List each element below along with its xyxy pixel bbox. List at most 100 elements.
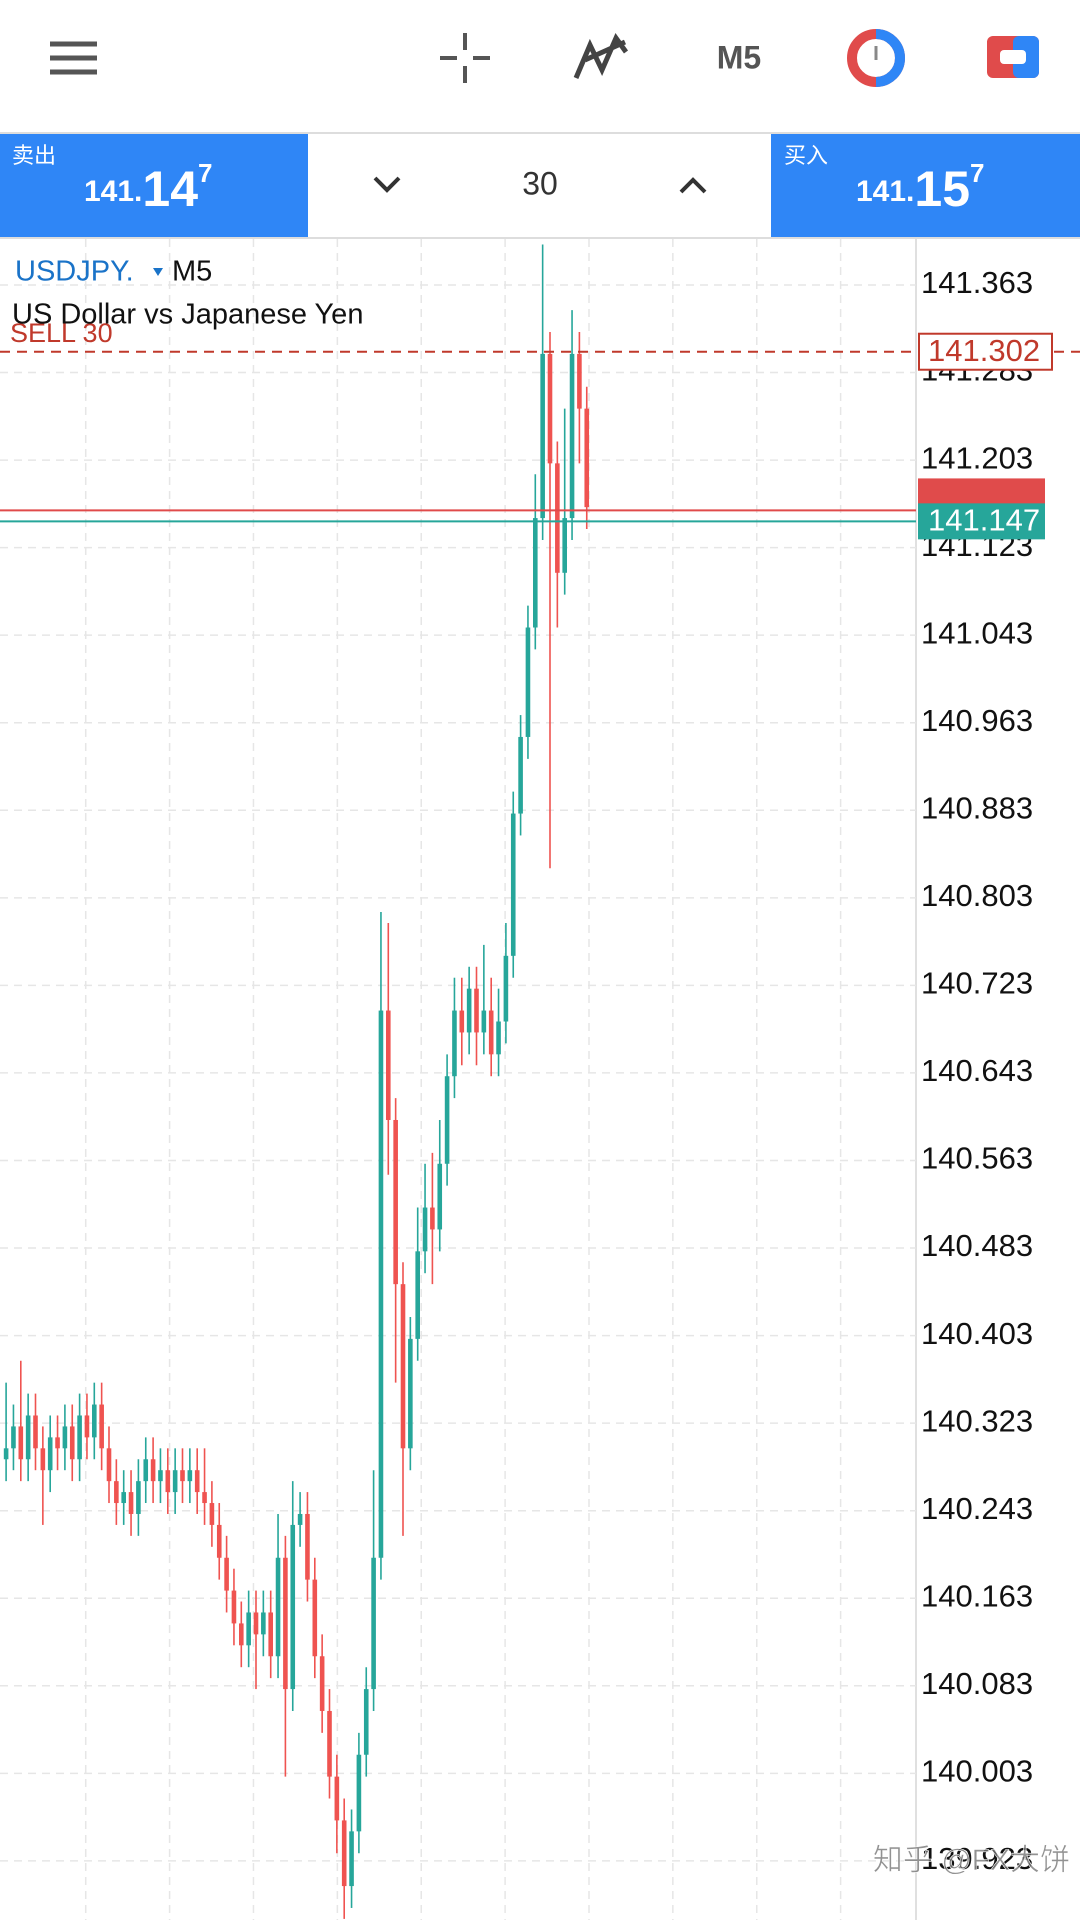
candle-body: [488, 1010, 494, 1055]
candle-body: [231, 1590, 237, 1624]
candle-body: [165, 1470, 171, 1493]
candle-body: [128, 1492, 134, 1514]
y-tick-label: 140.163: [921, 1578, 1033, 1613]
price-big: 14: [142, 161, 198, 217]
y-tick-label: 140.403: [921, 1316, 1033, 1351]
price-tag: [918, 503, 1045, 540]
chart-header: USDJPY. M5 US Dollar vs Japanese Yen: [12, 256, 363, 331]
candle-body: [327, 1710, 332, 1777]
candle-body: [224, 1557, 229, 1591]
candle-body: [341, 1820, 347, 1887]
volume-up[interactable]: [679, 177, 707, 194]
one-click-button[interactable]: [987, 36, 1039, 78]
candle-body: [496, 1021, 501, 1055]
candle-body: [172, 1470, 178, 1493]
symbol-dropdown[interactable]: [153, 268, 163, 276]
candle-body: [143, 1459, 149, 1482]
candle-body: [268, 1612, 273, 1657]
candle-body: [194, 1470, 200, 1493]
candle-body: [577, 353, 582, 409]
trade-mode-button[interactable]: [847, 29, 905, 87]
candle-body: [209, 1503, 215, 1525]
timeframe-button[interactable]: M5: [717, 39, 761, 75]
candle-body: [33, 1415, 38, 1449]
y-tick-label: 140.643: [921, 1053, 1033, 1088]
candle-body: [99, 1404, 104, 1449]
candle-body: [569, 353, 575, 519]
candle-body: [25, 1415, 31, 1460]
candle-body: [400, 1284, 406, 1449]
y-tick-label: 140.003: [921, 1754, 1033, 1789]
sell-label: 卖出: [12, 143, 56, 168]
price-super: 7: [970, 158, 984, 188]
candle-body: [422, 1207, 428, 1252]
candle-body: [275, 1557, 281, 1657]
candle-body: [363, 1689, 369, 1755]
candle-body: [319, 1656, 325, 1711]
candle-body: [11, 1426, 16, 1449]
candle-body: [378, 1010, 384, 1558]
candle-body: [55, 1437, 60, 1449]
candle-body: [356, 1754, 362, 1832]
y-tick-label: 140.723: [921, 966, 1033, 1001]
candle-body: [305, 1513, 310, 1580]
price-line-label: SELL 30: [10, 318, 113, 348]
sell-price: 141.147: [84, 158, 212, 217]
menu-button[interactable]: [50, 41, 97, 75]
price-tag-label: 141.302: [928, 333, 1040, 368]
chart: 141.363141.283141.203141.123141.043140.9…: [0, 239, 1080, 1920]
buy-button[interactable]: 买入 141.157: [771, 134, 1080, 238]
candle-body: [437, 1163, 443, 1230]
y-tick-label: 140.083: [921, 1666, 1033, 1701]
candle-body: [430, 1207, 435, 1230]
y-tick-label: 140.963: [921, 703, 1033, 738]
volume[interactable]: 30: [522, 165, 558, 201]
candle-body: [69, 1426, 75, 1460]
y-tick-label: 141.203: [921, 440, 1033, 475]
candle-body: [466, 988, 472, 1033]
candle-body: [47, 1437, 53, 1471]
candle-body: [510, 813, 516, 956]
candle-body: [239, 1623, 244, 1646]
candle-body: [371, 1557, 376, 1690]
candle-body: [3, 1448, 9, 1460]
candle-body: [40, 1448, 46, 1471]
candle-body: [474, 988, 479, 1033]
candle-body: [555, 463, 560, 573]
candle-body: [584, 408, 590, 508]
sell-button[interactable]: 卖出 141.147: [0, 134, 308, 238]
candle-body: [386, 1010, 391, 1120]
y-tick-label: 141.363: [921, 265, 1033, 300]
candle-body: [459, 1010, 465, 1033]
buy-price: 141.157: [856, 158, 984, 217]
candle-body: [261, 1612, 266, 1635]
candle-body: [62, 1426, 68, 1449]
y-tick-label: 140.563: [921, 1141, 1033, 1176]
buy-label: 买入: [784, 143, 828, 168]
candle-body: [312, 1579, 318, 1657]
indicators-button[interactable]: [573, 32, 629, 79]
y-tick-label: 140.323: [921, 1403, 1033, 1438]
candle-body: [158, 1470, 163, 1482]
y-tick-label: 140.803: [921, 878, 1033, 913]
y-tick-label: 140.243: [921, 1491, 1033, 1526]
candle-body: [114, 1481, 119, 1504]
crosshair-button[interactable]: [440, 33, 490, 83]
candle-body: [297, 1513, 303, 1525]
candle-body: [547, 353, 553, 464]
candle-body: [253, 1612, 259, 1635]
symbol-description: US Dollar vs Japanese Yen: [12, 299, 363, 331]
candle-body: [408, 1338, 413, 1449]
volume-down[interactable]: [373, 176, 401, 193]
candle-body: [525, 627, 531, 737]
price-super: 7: [198, 158, 212, 188]
candle-body: [349, 1831, 354, 1887]
watermark: 知乎 @FX大饼: [873, 1844, 1070, 1877]
candle-body: [216, 1524, 222, 1558]
y-tick-label: 140.883: [921, 790, 1033, 825]
candle-body: [393, 1119, 398, 1285]
candle-body: [283, 1557, 288, 1690]
symbol[interactable]: USDJPY.: [15, 256, 134, 288]
toolbar: [0, 0, 1080, 132]
